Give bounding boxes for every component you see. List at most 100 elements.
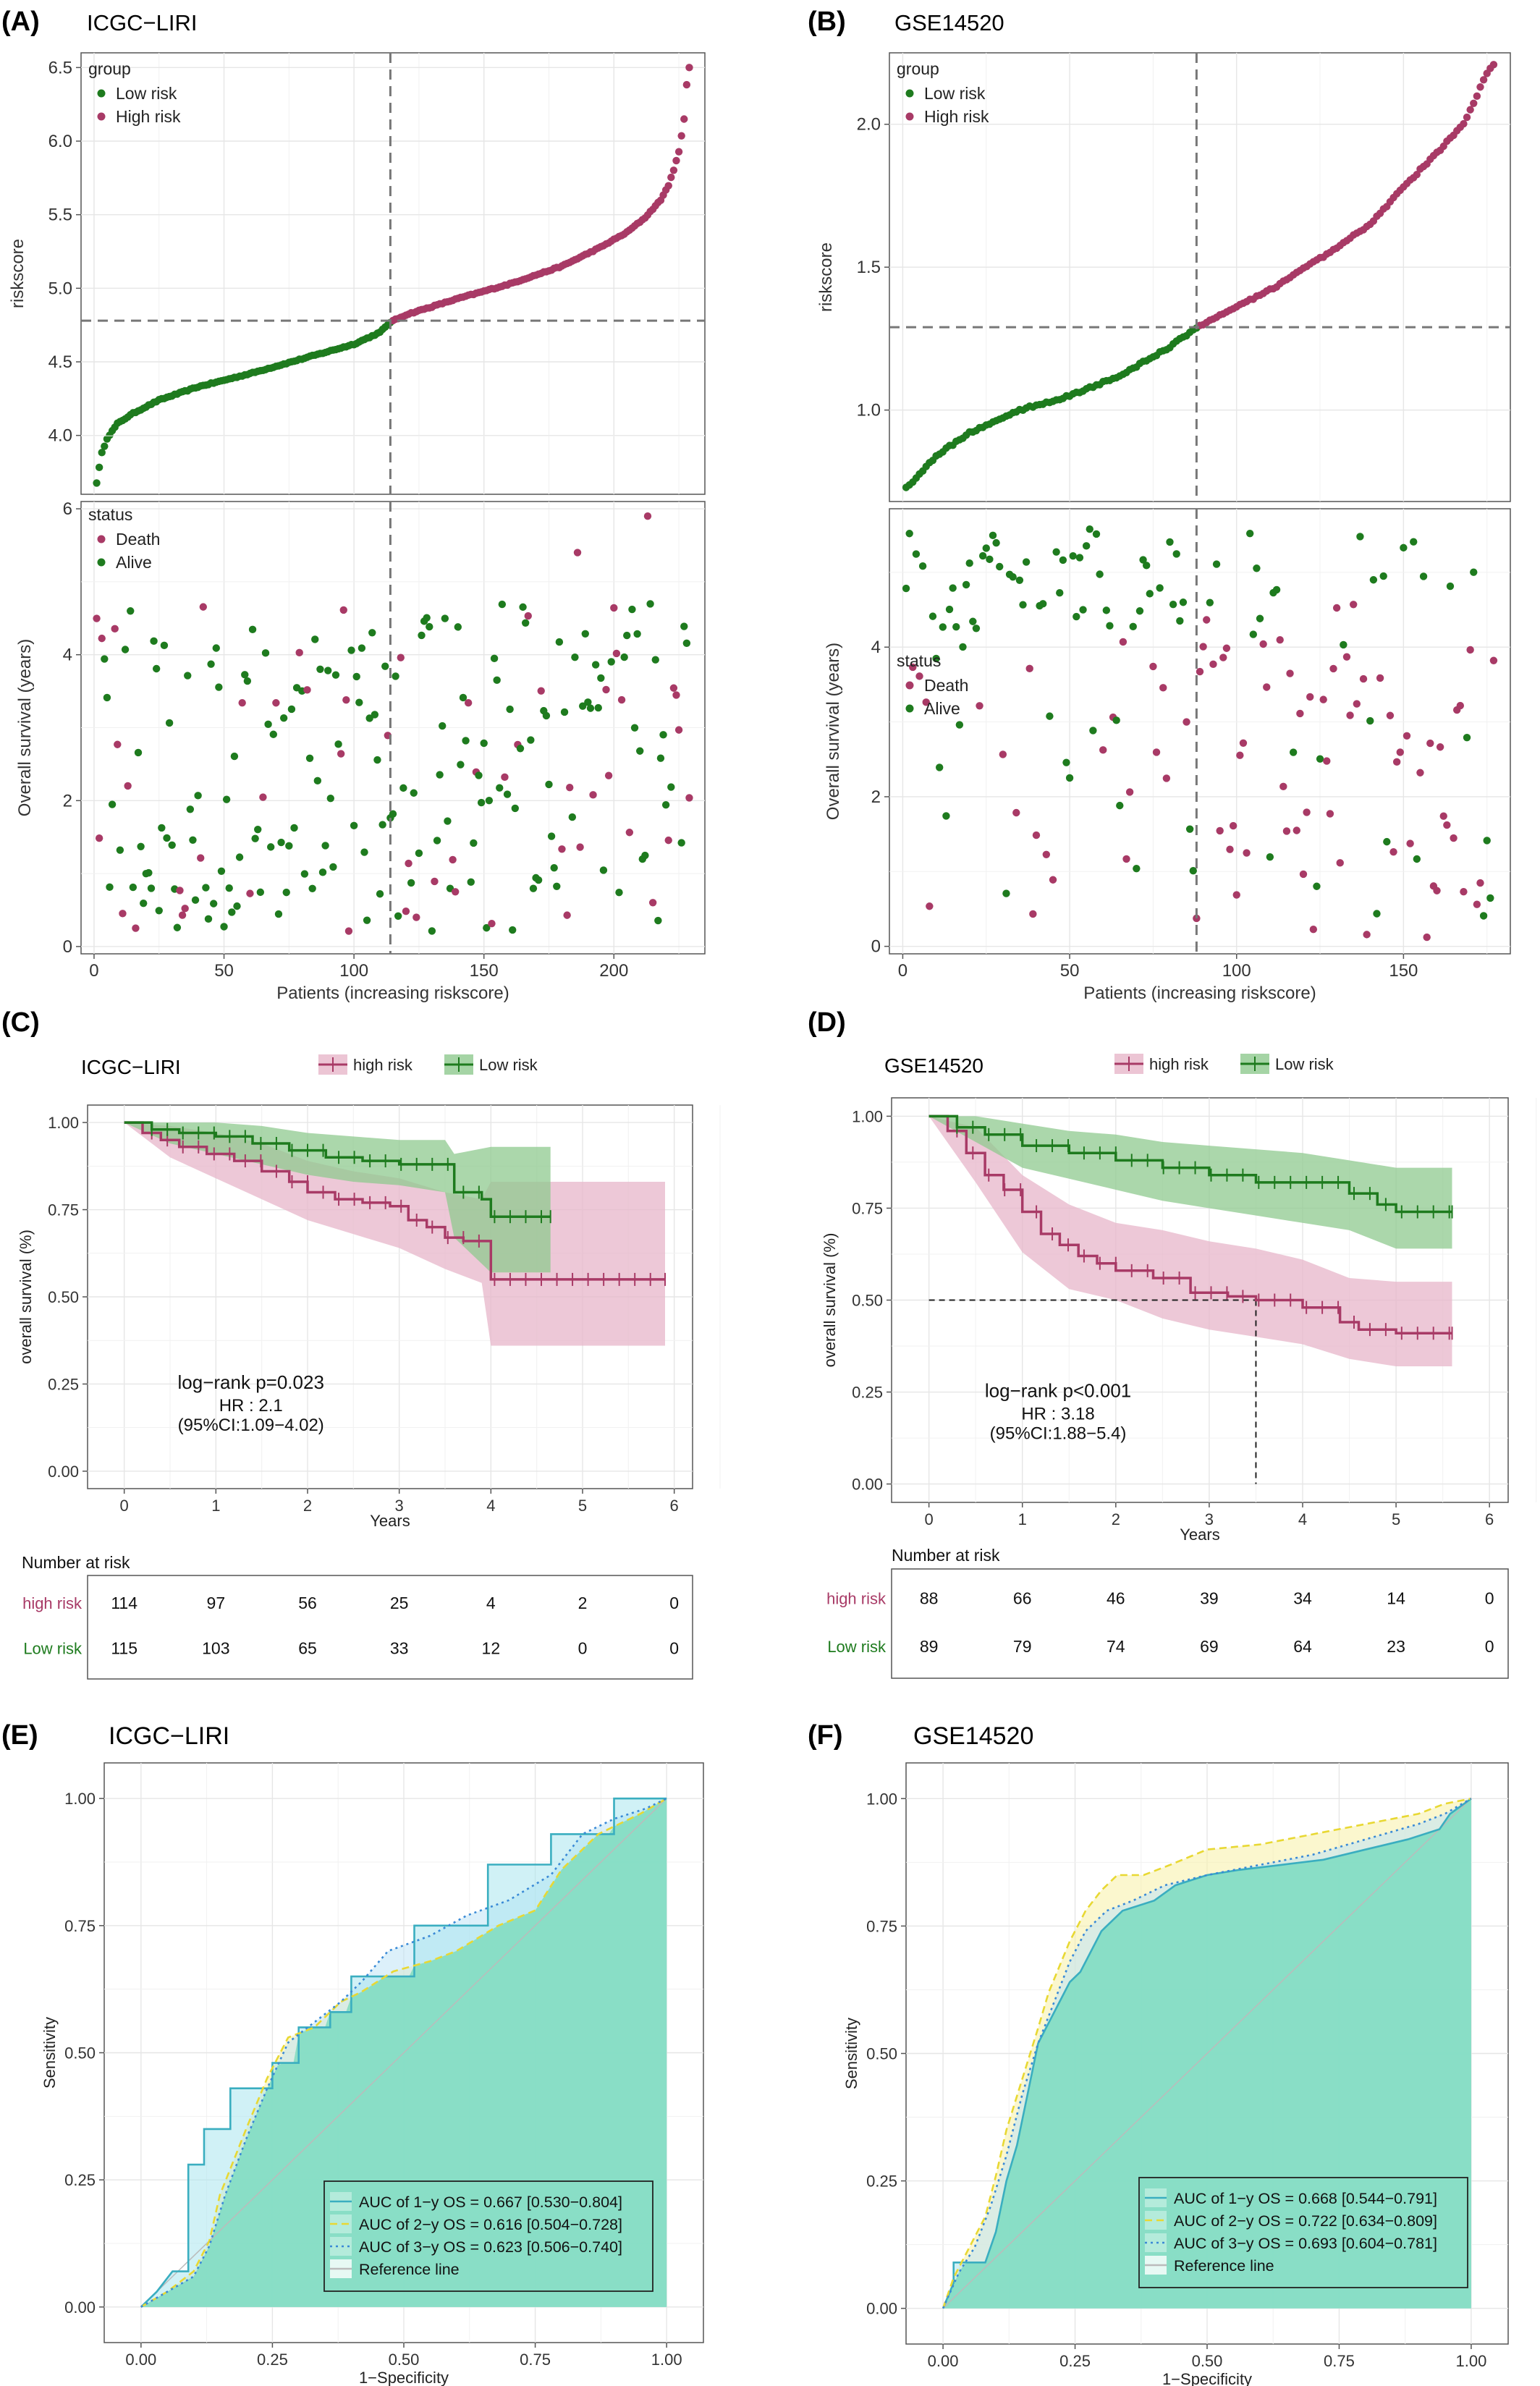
status-point [350,821,358,829]
c-km-xtick-label: 5 [578,1497,587,1515]
confidence-band [124,1122,551,1273]
status-point [116,846,124,854]
d-km-xtick-label: 2 [1112,1510,1120,1528]
status-point [114,740,122,748]
status-point [1072,612,1080,621]
panel-label-b: (B) [808,7,846,37]
status-point [274,910,283,918]
status-point [1349,601,1358,609]
d-km-xtick-label: 6 [1485,1510,1494,1528]
status-point [1209,660,1217,669]
risk-table-cell: 2 [578,1594,588,1612]
riskscore-point [1460,119,1468,128]
riskscore-point [685,64,693,72]
e-roc-xtick-label: 0.75 [520,2351,551,2369]
status-point [178,911,187,919]
riskscore-point [674,148,683,156]
riskscore-point [1479,76,1488,84]
roc-curve [942,1798,1472,2309]
roc-legend-label: AUC of 3−y OS = 0.623 [0.506−0.740] [359,2238,622,2256]
status-point [506,705,514,714]
status-point [1133,864,1141,873]
status-point [558,845,566,853]
status-point [1169,601,1177,609]
status-point [664,836,672,845]
roc-curve [140,1797,667,2308]
risk-table-cell: 33 [390,1639,409,1658]
b-xlabel: Patients (increasing riskscore) [1083,983,1316,1003]
status-point [124,782,132,790]
risk-table-cell: 14 [1387,1588,1405,1607]
status-point [212,644,220,652]
status-point [612,649,621,658]
legend-label: Low risk [116,84,177,103]
e-roc-xtick-label: 0.50 [389,2351,420,2369]
status-point [202,884,210,892]
legend-label: Alive [116,553,152,572]
riskscore-point [1489,61,1498,69]
status-point [1289,748,1298,756]
status-point [1470,568,1478,576]
risk-table-cell: 12 [482,1639,501,1658]
status-point [158,824,166,832]
status-point [209,900,218,908]
status-point [160,641,169,650]
b-top-ytick-label: 1.5 [857,258,881,277]
risk-table-row-label: high risk [22,1594,82,1612]
riskscore-plot-a: 4.0 4.5 5.0 5.5 6.0 6.5 riskscore group Low risk… [8,52,706,495]
c-km-xtick-label: 4 [486,1497,495,1515]
c-km-xtick-label: 1 [211,1497,220,1515]
status-point [261,649,270,657]
status-point [620,653,628,661]
risk-table-d: Number at risk high risk 88 66 46 39 34 14 0 Low … [826,1546,1509,1679]
status-point [1086,525,1093,533]
d-km-xtick-label: 0 [925,1510,934,1528]
status-point [1303,808,1311,816]
status-point [628,605,636,614]
a-top-ytick-label: 5.5 [48,206,72,225]
status-point [584,698,592,706]
riskscore-point [93,479,101,487]
status-point [1049,876,1057,884]
status-point [659,731,667,739]
status-point [454,623,462,631]
status-point [1069,551,1077,560]
c-km-ytick-label: 1.00 [48,1114,79,1132]
riskscore-point [1473,92,1481,101]
b-bot-ytick-label: 4 [871,638,881,657]
e-roc-ytick-label: 0.25 [64,2171,96,2189]
survival-curve [928,1114,1452,1214]
status-point [334,740,342,748]
status-point [922,698,930,706]
confidence-band [928,1116,1452,1366]
status-point [1106,622,1114,630]
b-top-ytick-label: 1.0 [857,401,881,420]
status-point [1009,573,1017,581]
status-point [1263,683,1271,691]
status-point [452,888,460,896]
status-point [542,711,551,720]
status-point [1259,640,1267,648]
status-point [1203,616,1211,624]
status-point [415,849,423,858]
status-point [1286,669,1294,677]
confidence-band [928,1116,1452,1249]
status-point [217,867,226,876]
ci-annotation: (95%CI:1.88−5.4) [990,1424,1127,1444]
status-point [1079,606,1087,614]
status-point [1282,827,1291,835]
status-point [228,908,236,916]
status-point [241,671,249,679]
status-point [300,870,309,878]
status-point [1299,870,1308,879]
status-point [571,653,579,661]
status-point [490,654,499,663]
status-point [972,625,981,633]
status-point [1135,607,1144,615]
a-bot-ylabel: Overall survival (years) [15,639,35,816]
status-point [222,795,231,803]
status-point [1142,562,1151,570]
status-point [568,813,577,821]
roc-legend-label: AUC of 2−y OS = 0.616 [0.504−0.728] [359,2216,622,2233]
